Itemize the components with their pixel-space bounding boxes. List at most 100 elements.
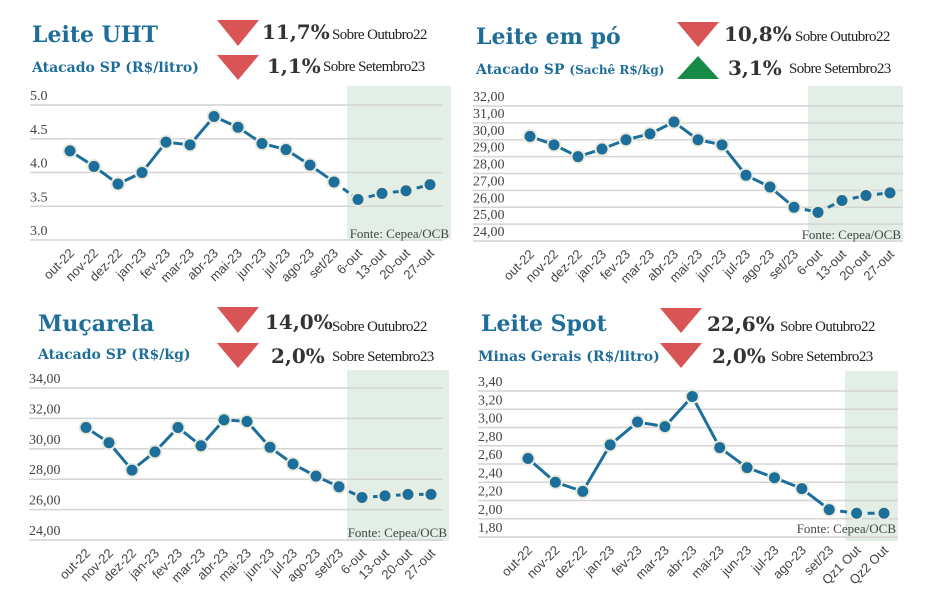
data-point	[352, 194, 364, 205]
data-point	[280, 144, 292, 156]
data-point	[884, 187, 896, 199]
change-percent: 22,6%	[707, 312, 775, 336]
subtitle-text: Atacado SP	[475, 62, 565, 78]
y-tick-label: 29,00	[473, 141, 505, 156]
data-point	[714, 442, 726, 454]
data-point	[402, 488, 414, 500]
data-point	[88, 160, 100, 172]
data-point	[103, 437, 115, 449]
source-note: Fonte: Cepea/OCB	[348, 525, 448, 540]
arrow-down-icon	[217, 343, 259, 368]
chart-subtitle: Atacado SP (R$/kg)	[37, 347, 191, 363]
source-note: Fonte: Cepea/OCB	[802, 227, 902, 242]
data-point	[740, 169, 752, 181]
data-point	[136, 167, 148, 178]
chart-subtitle: Atacado SP (Sachê R$/kg)	[475, 62, 664, 78]
change-label: Sobre Setembro23	[771, 349, 873, 365]
arrow-down-icon	[217, 55, 259, 80]
data-point	[208, 110, 220, 122]
y-tick-label: 2,40	[478, 466, 503, 481]
data-point	[878, 507, 890, 519]
subtitle-text: Minas Gerais (R$/litro)	[478, 349, 660, 365]
y-tick-label: 32,00	[29, 402, 61, 417]
chart-title: Leite UHT	[32, 22, 159, 48]
y-tick-label: 4.5	[30, 123, 48, 138]
change-label: Sobre Setembro23	[789, 61, 891, 77]
data-point	[788, 201, 800, 213]
y-tick-label: 28,00	[29, 463, 61, 478]
y-tick-label: 2,80	[478, 430, 503, 445]
data-point	[577, 485, 589, 497]
data-point	[195, 440, 207, 452]
y-tick-label: 3,40	[478, 375, 503, 390]
arrow-down-icon	[217, 20, 259, 46]
change-label: Sobre Outubro22	[795, 29, 890, 45]
weekly-highlight	[347, 86, 451, 239]
chart-subtitle: Atacado SP (R$/litro)	[31, 60, 199, 76]
data-point	[333, 481, 345, 493]
data-point	[741, 462, 753, 474]
y-tick-label: 3,00	[478, 412, 503, 427]
chart-leite-uht: Leite UHT Atacado SP (R$/litro) 11,7% Sobre…	[30, 20, 451, 285]
arrow-down-icon	[660, 308, 702, 333]
data-point	[596, 143, 608, 155]
weekly-highlight	[347, 370, 449, 541]
data-point	[241, 415, 253, 427]
data-point	[548, 139, 560, 151]
data-point	[549, 476, 561, 488]
data-point	[424, 179, 436, 191]
chart-title: Muçarela	[38, 311, 154, 337]
arrow-down-icon	[217, 307, 259, 333]
y-tick-label: 26,00	[29, 494, 61, 509]
series-segment	[690, 395, 722, 449]
data-point	[287, 458, 299, 470]
y-tick-label: 3,20	[478, 393, 503, 408]
y-tick-label: 2,20	[478, 485, 503, 500]
x-tick-label: jun-23	[717, 543, 754, 580]
data-point	[112, 178, 124, 190]
data-point	[328, 176, 340, 188]
y-tick-label: 1,80	[478, 521, 503, 536]
chart-mu-arela: Muçarela Atacado SP (R$/kg) 14,0% Sobre Out…	[29, 307, 449, 585]
data-point	[620, 134, 632, 146]
data-point	[716, 139, 728, 151]
y-tick-label: 32,00	[473, 90, 505, 105]
change-percent: 1,1%	[267, 54, 321, 78]
arrow-up-icon	[677, 56, 719, 79]
data-point	[264, 441, 276, 453]
data-point	[851, 507, 863, 519]
y-tick-label: 31,00	[473, 107, 505, 122]
change-label: Sobre Setembro23	[323, 59, 425, 75]
data-point	[149, 446, 161, 458]
change-label: Sobre Outubro22	[780, 319, 875, 335]
chart-leite-spot: Leite Spot Minas Gerais (R$/litro) 22,6% So…	[478, 308, 898, 587]
data-point	[376, 187, 388, 199]
change-label: Sobre Setembro23	[332, 349, 434, 365]
change-percent: 10,8%	[724, 22, 792, 46]
data-point	[184, 139, 196, 151]
chart-title: Leite Spot	[481, 311, 608, 337]
data-point	[310, 470, 322, 482]
data-point	[64, 145, 76, 157]
y-tick-label: 3.0	[30, 224, 48, 239]
data-point	[522, 453, 534, 465]
data-point	[304, 159, 316, 171]
data-point	[860, 189, 872, 201]
data-point	[425, 488, 437, 500]
data-point	[572, 151, 584, 163]
y-tick-label: 2,00	[478, 503, 503, 518]
y-tick-label: 30,00	[473, 124, 505, 139]
data-point	[659, 421, 671, 433]
y-tick-label: 25,00	[473, 208, 505, 223]
arrow-down-icon	[660, 343, 702, 368]
data-point	[764, 181, 776, 193]
change-percent: 14,0%	[265, 310, 333, 334]
source-note: Fonte: Cepea/OCB	[797, 521, 897, 536]
change-percent: 11,7%	[262, 20, 330, 44]
data-point	[524, 130, 536, 142]
y-tick-label: 2,60	[478, 448, 503, 463]
data-point	[812, 206, 824, 218]
chart-subtitle: Minas Gerais (R$/litro)	[478, 349, 660, 365]
x-tick-label: jan-23	[580, 543, 617, 580]
